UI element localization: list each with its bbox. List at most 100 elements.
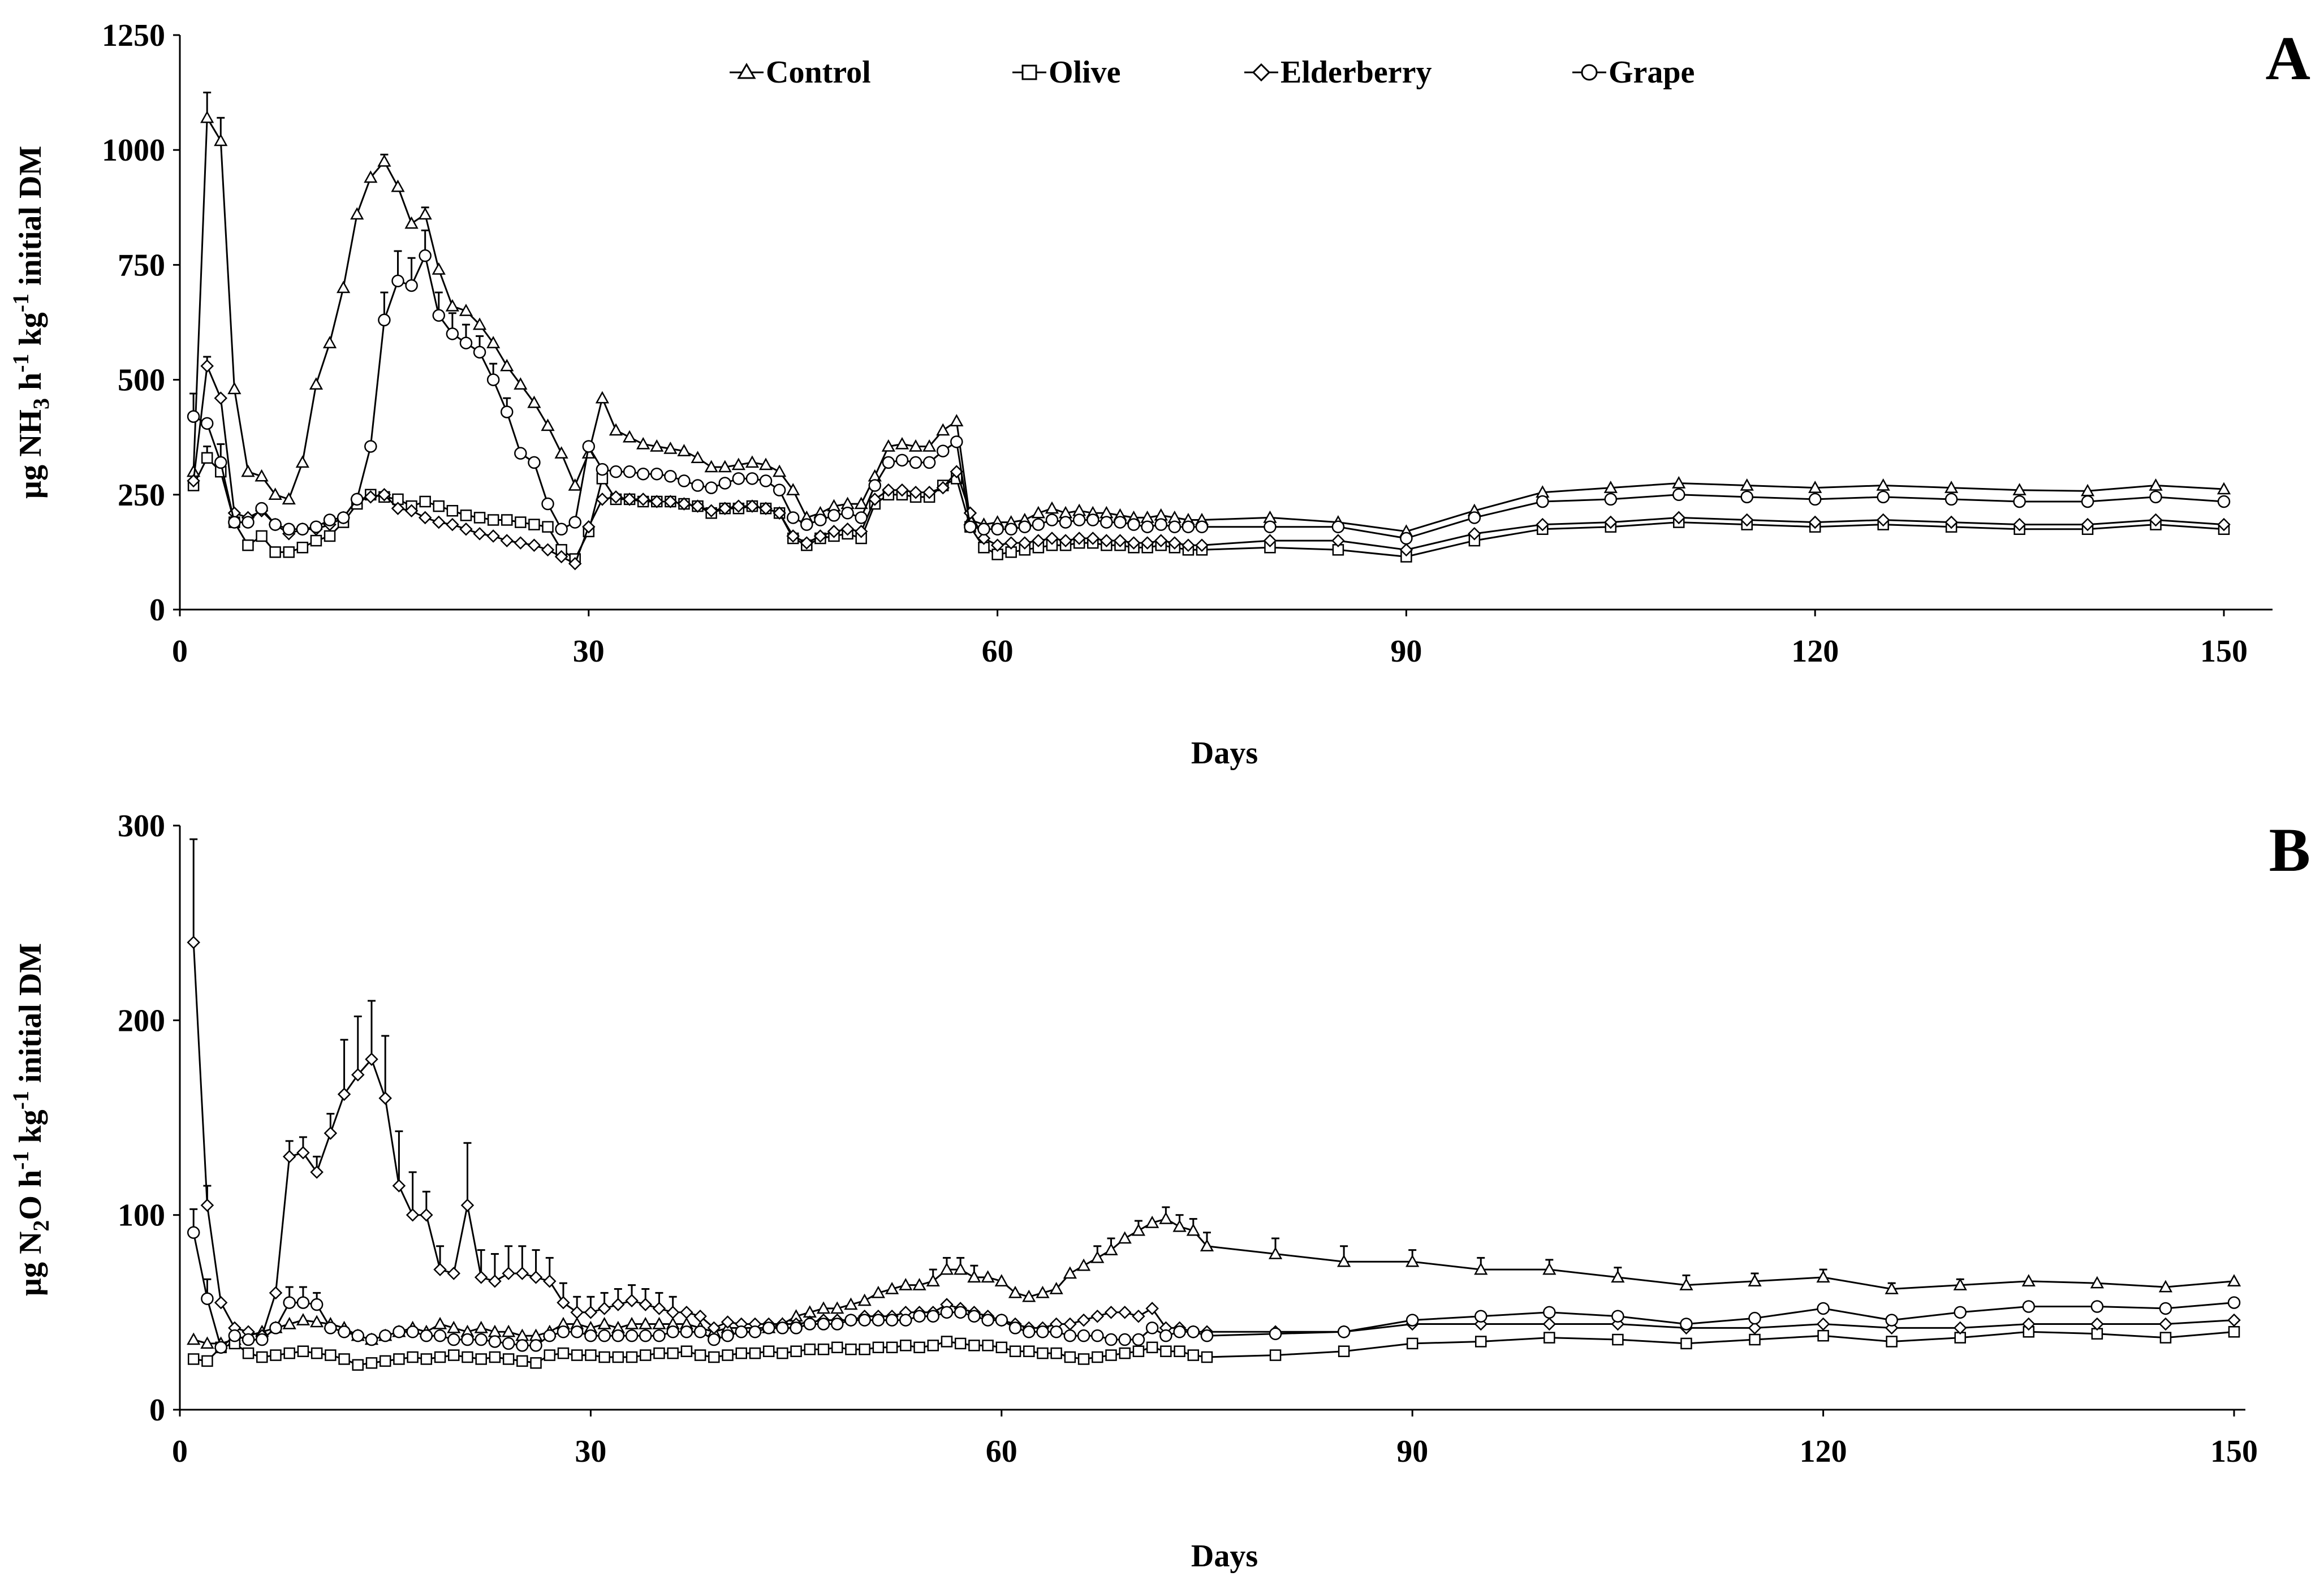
data-point-elderberry [773,506,786,520]
panel-b-letter: B [2269,815,2310,884]
data-point-olive [201,1355,213,1367]
data-point-grape [1105,1333,1118,1346]
data-point-grape [680,1325,693,1338]
data-point-olive [487,514,499,526]
data-point-grape [514,447,527,460]
data-point-grape [800,518,813,531]
data-point-grape [1091,1329,1104,1342]
data-point-grape [541,497,554,511]
data-point-grape [475,1333,488,1346]
data-point-control [639,1316,653,1329]
data-point-olive [1064,1351,1076,1363]
data-point-grape [639,1329,652,1342]
data-point-elderberry [693,1309,707,1323]
data-point-grape [309,520,323,533]
data-point-elderberry [625,1294,639,1307]
data-point-grape [528,456,541,469]
panel-b-axes [179,826,2245,1411]
data-point-grape [1740,490,1753,504]
data-point-grape [310,1298,324,1311]
data-point-olive [1119,1347,1131,1359]
series-line-olive [192,457,2224,560]
data-point-control [282,492,296,505]
data-point-control [1474,1262,1488,1275]
data-point-olive [269,546,281,558]
data-point-grape [350,493,364,506]
data-point-elderberry [584,1306,598,1319]
data-point-grape [296,522,309,536]
data-point-elderberry [718,502,732,515]
data-point-grape [255,502,268,515]
data-point-olive [1037,1347,1049,1359]
data-point-grape [899,1314,912,1327]
data-point-grape [1187,1325,1200,1338]
data-point-grape [296,1296,310,1309]
data-point-grape [529,1339,542,1352]
data-point-grape [841,507,854,520]
data-point-elderberry [827,525,841,538]
y-tick-label: 750 [118,248,165,283]
data-point-control [895,437,909,450]
data-point-control [745,455,760,468]
data-point-grape [745,472,759,485]
data-point-control [433,1316,447,1329]
data-point-elderberry [680,1306,693,1319]
data-point-olive [407,1351,419,1363]
data-point-olive [1612,1333,1624,1346]
panel-a-legend: Control Olive Elderberry Grape [730,55,1695,90]
data-point-grape [936,444,950,457]
data-point-elderberry [351,1068,365,1082]
data-point-control [636,437,650,450]
data-point-elderberry [1263,534,1277,547]
data-point-elderberry [392,1179,406,1193]
data-point-grape [1200,1329,1214,1342]
data-point-control [595,391,610,404]
data-point-control [474,1320,488,1333]
data-point-grape [1063,1329,1077,1342]
data-point-grape [459,336,473,349]
data-point-grape [636,467,650,481]
data-point-control [624,1316,639,1329]
data-point-elderberry [200,359,214,373]
data-point-grape [433,1329,447,1342]
data-point-elderberry [597,1302,611,1315]
data-point-grape [653,1329,666,1342]
panel-a-y-axis-title: µg NH3 h-1 kg-1 initial DM [8,146,54,499]
data-point-grape [1817,1302,1830,1315]
data-point-grape [596,463,609,476]
data-point-grape [1195,520,1209,533]
data-point-control [554,446,568,459]
panel-a-series [186,92,2231,571]
data-point-elderberry [378,1091,392,1105]
data-point-grape [1100,516,1113,529]
data-point-elderberry [813,529,827,543]
data-point-grape [1145,1321,1159,1334]
data-point-elderberry [786,529,800,543]
data-point-elderberry [1127,536,1141,550]
data-point-control [1672,476,1686,489]
data-point-olive [270,1349,282,1361]
data-point-olive [872,1341,885,1354]
data-point-elderberry [1018,536,1032,550]
data-point-grape [2090,1300,2104,1313]
data-point-elderberry [1045,532,1059,545]
data-point-elderberry [840,522,855,536]
data-point-grape [582,440,596,453]
data-point-control [1944,481,1959,493]
data-point-grape [885,1314,899,1327]
data-point-elderberry [745,499,759,513]
data-point-elderberry [963,506,977,520]
data-point-control [2021,1274,2036,1286]
data-point-elderberry [1100,534,1114,547]
data-point-grape [1182,520,1195,533]
series-grape [187,1208,2241,1354]
data-point-grape [964,520,977,533]
data-point-grape [269,518,282,531]
data-point-olive [640,1349,652,1361]
panel-b-y-ticks: 0 100 200 300 [118,809,180,1428]
y-tick-label: 200 [118,1003,165,1038]
data-point-olive [845,1344,857,1355]
data-point-olive [1092,1351,1103,1363]
data-point-grape [882,456,895,469]
